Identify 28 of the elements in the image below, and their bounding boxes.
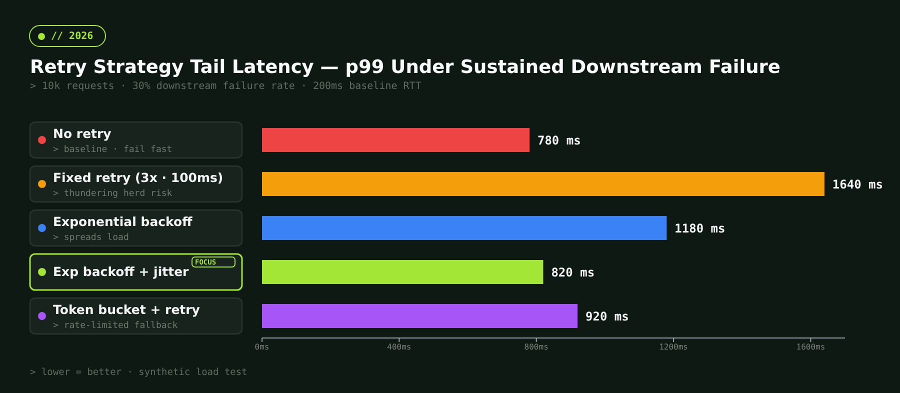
x-tick-label: 400ms [387,342,412,352]
y-tick-label: Fixed retry (3x · 100ms) [53,170,224,185]
x-tick-label: 1600ms [796,342,826,352]
data-label: 1180 ms [674,221,726,236]
text: > thundering herd risk [53,189,173,199]
x-tick-label: 0ms [254,342,270,352]
bar [262,172,824,196]
y-tick-label: Exp backoff + jitter [53,264,190,279]
x-tick-label: 1200ms [659,342,688,352]
text: > lower = better · synthetic load test [30,367,248,378]
data-label: 820 ms [551,265,595,280]
text: > baseline · fail fast [53,145,172,155]
header-badge: // 2026 [29,25,106,47]
y-tick-label: Exponential backoff [53,214,194,229]
y-tick-label: Token bucket + retry [53,302,200,317]
text: > spreads load [53,233,129,243]
chart-subtitle: > 10k requests · 30% downstream failure rate · 200ms baseline RTT [30,81,422,92]
x-tick-label: 800ms [524,342,549,352]
data-label: 920 ms [586,309,629,324]
bar [262,216,667,240]
text: > rate-limited fallback [53,321,178,331]
data-label: 1640 ms [832,177,883,192]
chart-title: Retry Strategy Tail Latency — p99 Under Sustained Downstream Failure [30,57,780,78]
bar [262,128,530,152]
bar [262,304,578,328]
bar [262,260,544,284]
y-tick-label: No retry [53,126,112,141]
data-label: 780 ms [537,133,581,148]
